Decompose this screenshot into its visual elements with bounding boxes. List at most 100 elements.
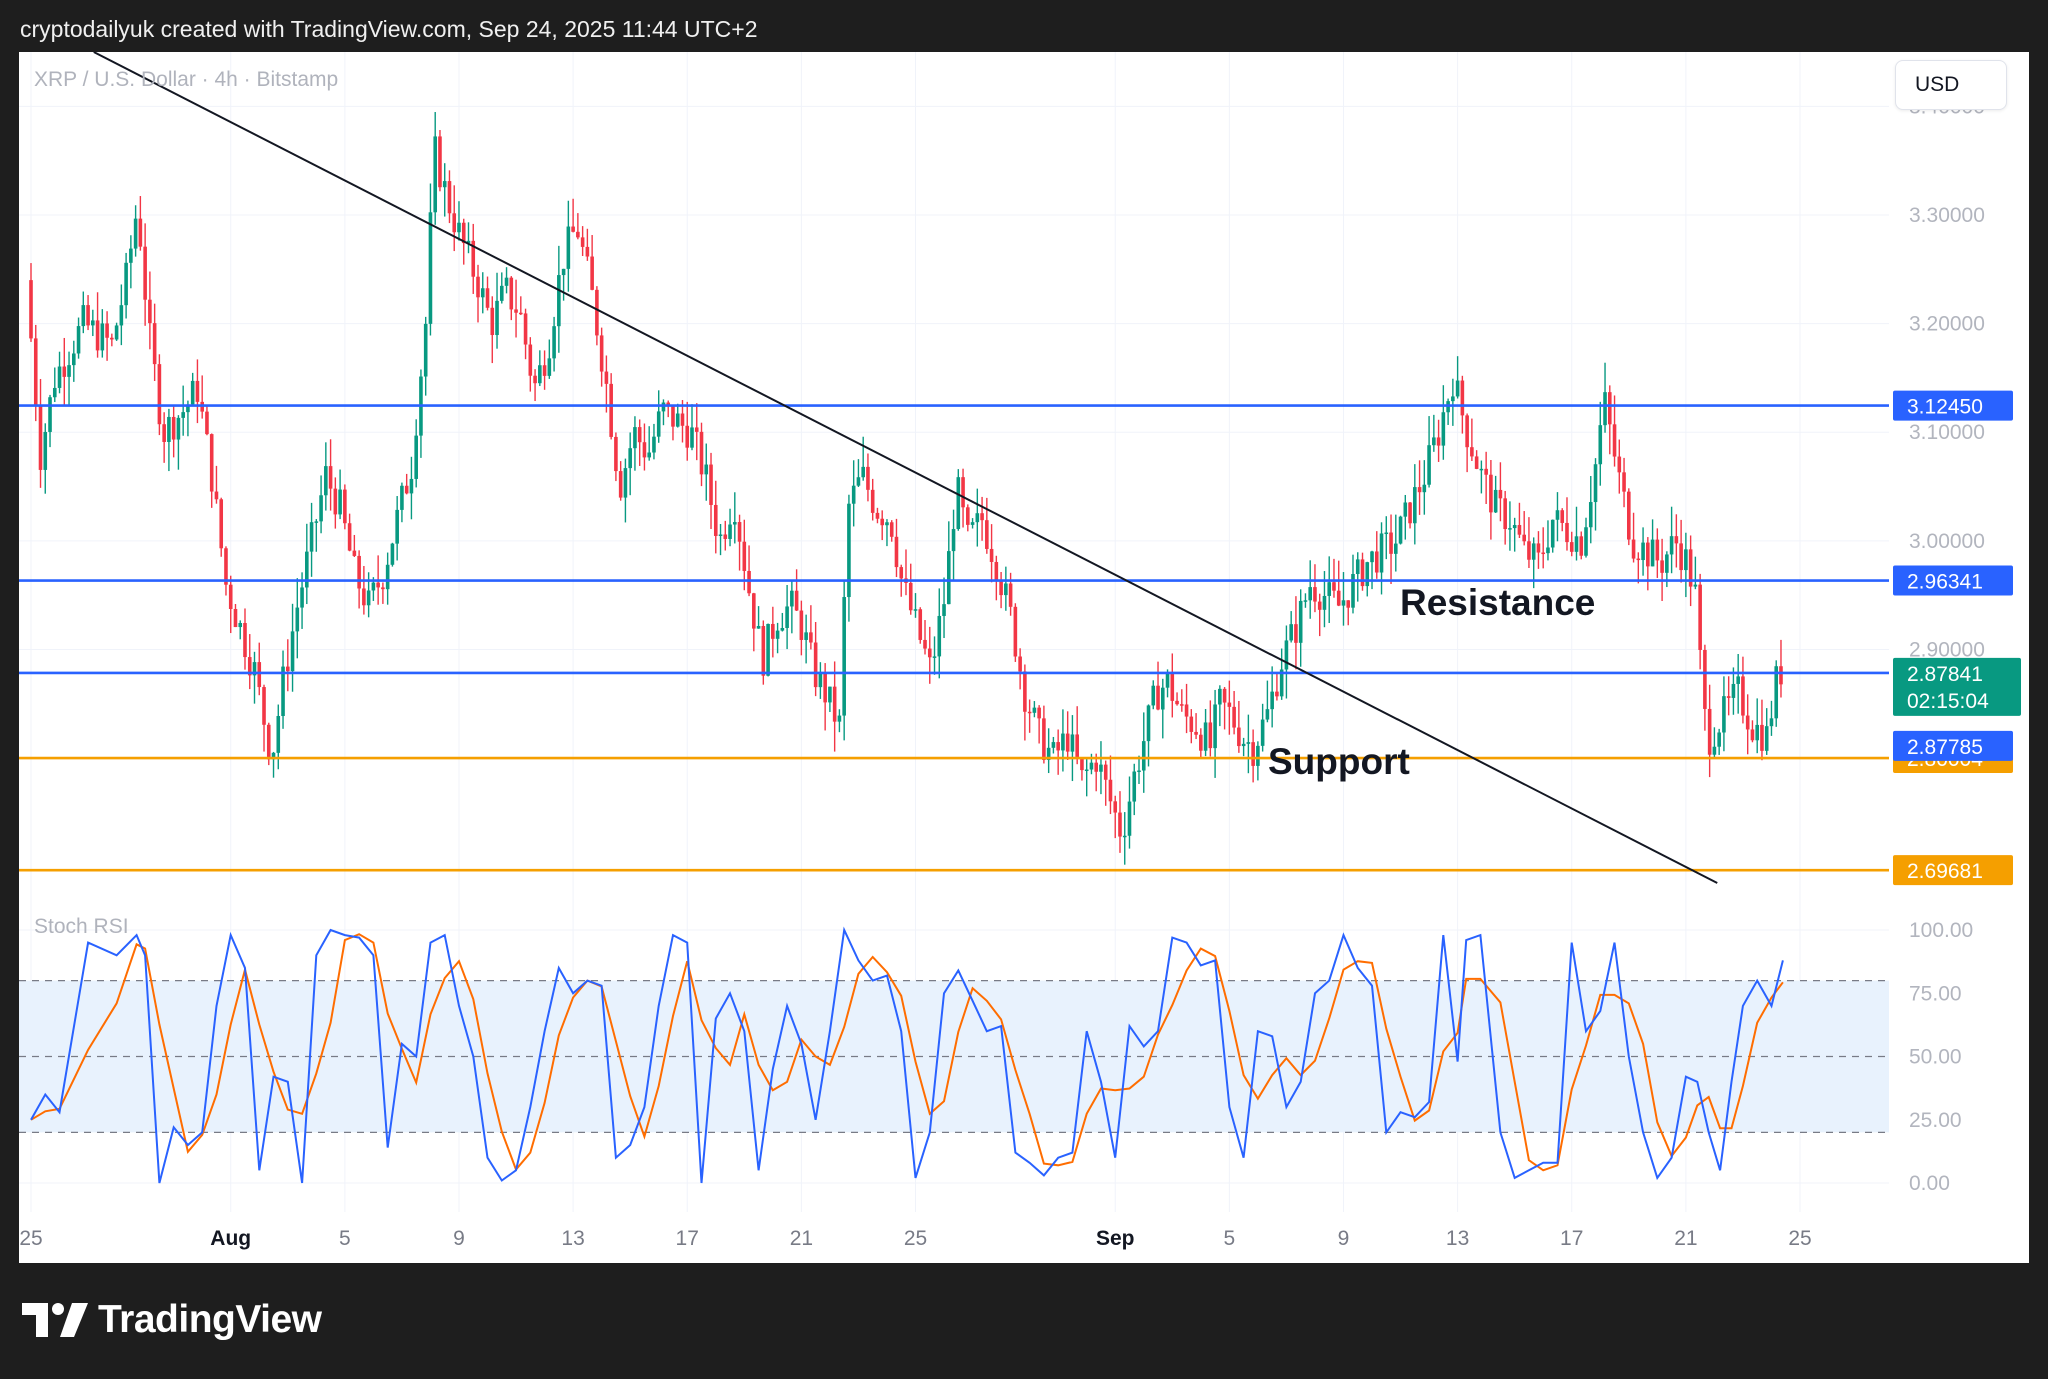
candle-body (1498, 489, 1503, 499)
candle (766, 623, 770, 677)
candle (1013, 603, 1018, 662)
candle (171, 406, 176, 458)
candle (1432, 414, 1436, 452)
candle (1688, 535, 1693, 607)
currency-button[interactable]: USD (1895, 60, 2007, 110)
candle (728, 508, 732, 547)
chart-panel[interactable]: 3.400003.300003.200003.100003.000002.900… (19, 52, 2029, 1263)
candle-body (148, 299, 152, 324)
candle-body (1379, 533, 1384, 573)
candle-body (209, 434, 214, 492)
time-axis-tick-label: 17 (1560, 1227, 1583, 1250)
candle-body (1569, 542, 1574, 552)
price-chart[interactable]: 3.400003.300003.200003.100003.000002.900… (19, 52, 2029, 1263)
candle (1094, 753, 1099, 792)
candle-body (129, 248, 133, 263)
candle (832, 661, 837, 752)
candle (1646, 537, 1650, 591)
candle-body (1237, 727, 1241, 747)
candle-body (595, 289, 599, 336)
candle (509, 276, 514, 321)
candle-body (1370, 551, 1374, 563)
time-axis-tick-label: Aug (210, 1227, 251, 1250)
candle (813, 622, 818, 697)
candle (395, 496, 399, 561)
candle-body (1351, 573, 1355, 608)
candle-body (1360, 559, 1365, 587)
candle (1032, 701, 1037, 718)
candle-body (1175, 700, 1179, 705)
candle-body (542, 365, 547, 376)
candle (1422, 460, 1427, 515)
candle (1707, 684, 1712, 778)
candle-body (775, 630, 780, 639)
candle-body (276, 716, 281, 753)
candle (966, 504, 970, 532)
candle-body (257, 662, 262, 688)
footer-branding[interactable]: TradingView (22, 1295, 322, 1345)
candle-body (1693, 584, 1698, 587)
candle-body (1103, 764, 1108, 780)
candle-body (713, 504, 718, 536)
candle-body (1441, 412, 1446, 446)
candle-body (105, 323, 109, 338)
candle (219, 497, 224, 557)
candle-body (452, 213, 457, 233)
candle (771, 606, 775, 658)
candle-body (404, 485, 409, 494)
candle (62, 337, 67, 407)
candle (1455, 356, 1460, 399)
candle (542, 350, 547, 390)
candle-body (809, 632, 813, 643)
current-price-label: 2.87841 (1907, 663, 1983, 686)
candle-body (680, 413, 685, 426)
candle-body (1303, 600, 1308, 602)
candle (1627, 488, 1631, 546)
candle (233, 603, 238, 628)
candle (775, 622, 780, 654)
price-axis-tick-label: 3.00000 (1909, 530, 1985, 553)
candle (314, 519, 319, 552)
candle (694, 403, 699, 461)
candle-body (171, 416, 176, 440)
candle-body (642, 442, 647, 458)
candle-body (48, 397, 52, 432)
candle-body (742, 541, 747, 571)
candle-body (328, 466, 333, 489)
level-price-tag (1893, 390, 2013, 421)
candle (690, 404, 694, 451)
candle (1465, 413, 1469, 473)
candle-body (1617, 456, 1622, 473)
symbol-label: XRP / U.S. Dollar · 4h · Bitstamp (34, 68, 339, 91)
candle-countdown-label: 02:15:04 (1907, 690, 1989, 713)
candle-body (219, 499, 224, 549)
candle-body (1251, 742, 1255, 766)
candle-body (533, 375, 537, 384)
candle-body (685, 425, 690, 448)
candle (243, 608, 247, 670)
candle (761, 620, 766, 685)
candle-body (1703, 649, 1707, 709)
time-axis-tick-label: 9 (453, 1227, 465, 1250)
candle (1398, 515, 1403, 545)
candle (138, 196, 143, 251)
candle (623, 458, 628, 523)
candle-body (899, 567, 904, 579)
candle-body (1413, 487, 1417, 524)
candle (970, 518, 975, 529)
candle-body (1089, 762, 1094, 770)
candle (1132, 763, 1137, 816)
candle (1636, 552, 1641, 584)
candle (385, 552, 390, 605)
candle (637, 419, 642, 466)
candle-body (271, 752, 276, 760)
candle (1769, 700, 1774, 736)
candle (994, 555, 999, 601)
candle-body (799, 610, 804, 640)
resistance-annotation: Resistance (1400, 582, 1596, 623)
candle-body (347, 523, 352, 551)
candle-body (376, 582, 380, 588)
candle (1313, 564, 1317, 613)
candle (495, 272, 499, 349)
